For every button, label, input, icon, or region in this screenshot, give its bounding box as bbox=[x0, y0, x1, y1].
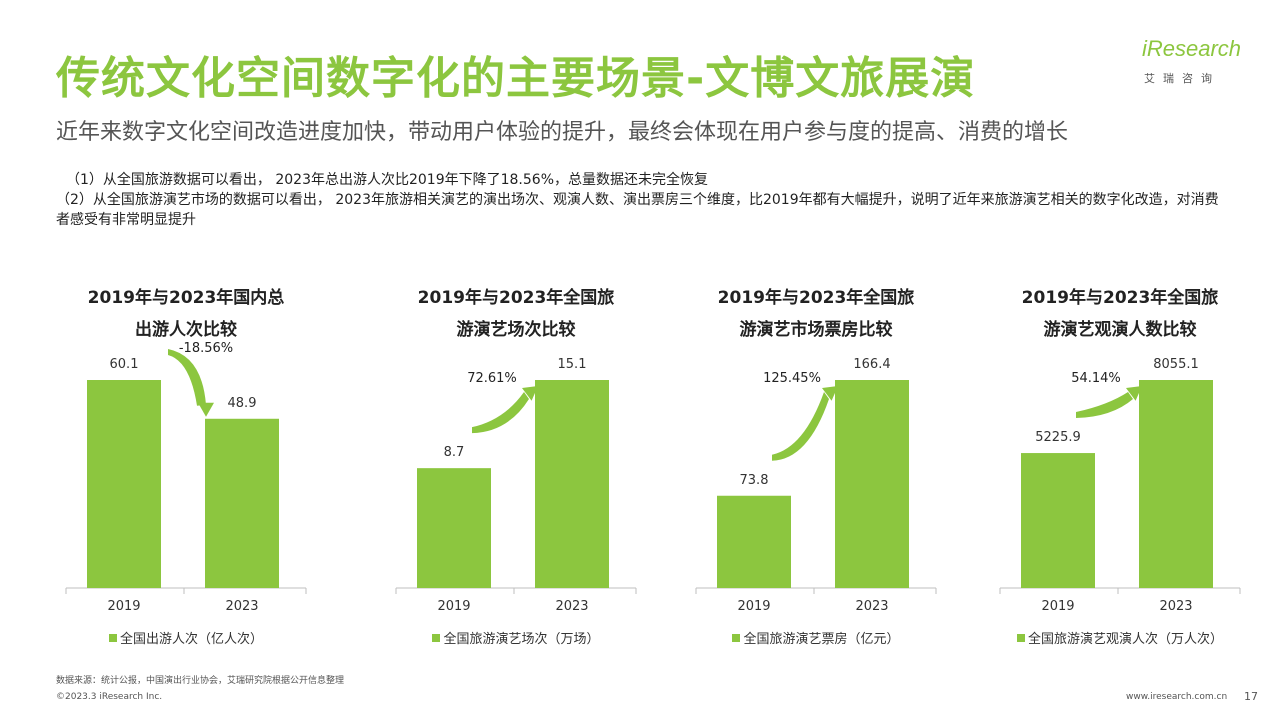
x-tick-label-2019: 2019 bbox=[107, 599, 140, 614]
trend-arrow-shaft bbox=[1076, 392, 1133, 419]
legend-label: 全国旅游演艺票房（亿元） bbox=[743, 632, 900, 647]
x-tick-label-2019: 2019 bbox=[737, 599, 770, 614]
note-1: （1）从全国旅游数据可以看出， 2023年总出游人次比2019年下降了18.56… bbox=[66, 172, 708, 188]
chart-title: 2019年与2023年全国旅 游演艺观演人数比较 bbox=[990, 282, 1250, 346]
chart-title: 2019年与2023年国内总 出游人次比较 bbox=[56, 282, 316, 346]
trend-arrow-head bbox=[822, 386, 838, 401]
chart-legend: 全国旅游演艺观演人次（万人次） bbox=[990, 628, 1250, 647]
legend-label: 全国旅游演艺观演人次（万人次） bbox=[1027, 632, 1223, 647]
data-source-note: 数据来源：统计公报，中国演出行业协会，艾瑞研究院根据公开信息整理 bbox=[56, 676, 345, 686]
trend-arrow-shaft bbox=[772, 392, 829, 461]
chart-title-line-2: 游演艺场次比较 bbox=[456, 320, 576, 340]
chart-title-line-2: 游演艺市场票房比较 bbox=[739, 320, 893, 340]
chart-plot: 73.8 2019 166.4 2023 125.45% bbox=[695, 357, 937, 614]
trend-arrow-head bbox=[522, 386, 538, 401]
page-subtitle: 近年来数字文化空间改造进度加快，带动用户体验的提升，最终会体现在用户参与度的提高… bbox=[56, 120, 1069, 145]
trend-arrow-head bbox=[1126, 386, 1142, 401]
iresearch-logo: iResearch 艾瑞咨询 bbox=[1138, 36, 1250, 86]
x-tick-label-2023: 2023 bbox=[555, 599, 588, 614]
trend-arrow-shaft bbox=[168, 349, 206, 406]
logo-name: iResearch bbox=[1142, 36, 1242, 61]
chart-plot: 5225.9 2019 8055.1 2023 54.14% bbox=[999, 357, 1241, 614]
legend-label: 全国出游人次（亿人次） bbox=[119, 632, 263, 647]
x-tick-label-2019: 2019 bbox=[437, 599, 470, 614]
chart-title-line-2: 游演艺观演人数比较 bbox=[1043, 320, 1197, 340]
bar-2023 bbox=[835, 380, 909, 588]
x-tick-label-2023: 2023 bbox=[225, 599, 258, 614]
x-tick-label-2023: 2023 bbox=[855, 599, 888, 614]
chart-legend: 全国旅游演艺票房（亿元） bbox=[686, 628, 946, 647]
bar-2019 bbox=[417, 468, 491, 588]
data-label-2023: 8055.1 bbox=[1153, 357, 1199, 372]
bar-2019 bbox=[717, 495, 791, 588]
data-label-2019: 8.7 bbox=[444, 445, 465, 460]
data-label-2019: 73.8 bbox=[740, 473, 769, 488]
chart-performance-sessions: 2019年与2023年全国旅 游演艺场次比较 8.7 2019 15.1 2023 72… bbox=[386, 278, 646, 658]
trend-arrow-head bbox=[198, 402, 214, 417]
bar-2023 bbox=[1139, 380, 1213, 588]
data-label-2023: 48.9 bbox=[228, 396, 257, 411]
x-tick-label-2023: 2023 bbox=[1159, 599, 1192, 614]
summary-notes: （1）从全国旅游数据可以看出， 2023年总出游人次比2019年下降了18.56… bbox=[56, 170, 1226, 230]
change-label: 54.14% bbox=[1071, 371, 1121, 386]
chart-tourist-trips: 2019年与2023年国内总 出游人次比较 60.1 2019 48.9 2023 -1… bbox=[56, 278, 316, 658]
legend-label: 全国旅游演艺场次（万场） bbox=[443, 632, 600, 647]
data-label-2023: 166.4 bbox=[853, 357, 890, 372]
note-2: （2）从全国旅游演艺市场的数据可以看出， 2023年旅游相关演艺的演出场次、观演… bbox=[56, 192, 1219, 228]
copyright: ©2023.3 iResearch Inc. bbox=[56, 692, 163, 702]
page-number: 17 bbox=[1244, 690, 1258, 703]
data-label-2019: 5225.9 bbox=[1035, 430, 1081, 445]
bar-2019 bbox=[87, 380, 161, 588]
page-title: 传统文化空间数字化的主要场景-文博文旅展演 bbox=[56, 53, 976, 104]
legend-swatch bbox=[732, 634, 741, 642]
chart-plot: 8.7 2019 15.1 2023 72.61% bbox=[395, 357, 637, 614]
chart-title-line-1: 2019年与2023年全国旅 bbox=[417, 288, 615, 308]
change-label: -18.56% bbox=[179, 341, 233, 356]
data-label-2019: 60.1 bbox=[110, 357, 139, 372]
logo-subtitle: 艾瑞咨询 bbox=[1144, 72, 1220, 85]
bar-2023 bbox=[535, 380, 609, 588]
change-label: 125.45% bbox=[763, 371, 821, 386]
legend-swatch bbox=[108, 634, 117, 642]
data-label-2023: 15.1 bbox=[558, 357, 587, 372]
chart-title: 2019年与2023年全国旅 游演艺场次比较 bbox=[386, 282, 646, 346]
chart-title-line-1: 2019年与2023年全国旅 bbox=[1021, 288, 1219, 308]
change-label: 72.61% bbox=[467, 371, 517, 386]
chart-plot: 60.1 2019 48.9 2023 -18.56% bbox=[65, 341, 307, 614]
chart-title-line-1: 2019年与2023年全国旅 bbox=[717, 288, 915, 308]
chart-title-line-2: 出游人次比较 bbox=[135, 320, 237, 340]
chart-title-line-1: 2019年与2023年国内总 bbox=[87, 288, 285, 308]
legend-swatch bbox=[1016, 634, 1025, 642]
chart-legend: 全国旅游演艺场次（万场） bbox=[386, 628, 646, 647]
chart-audience: 2019年与2023年全国旅 游演艺观演人数比较 5225.9 2019 8055.… bbox=[990, 278, 1250, 658]
trend-arrow-shaft bbox=[472, 392, 529, 434]
bar-2023 bbox=[205, 418, 279, 588]
x-tick-label-2019: 2019 bbox=[1041, 599, 1074, 614]
chart-title: 2019年与2023年全国旅 游演艺市场票房比较 bbox=[686, 282, 946, 346]
chart-legend: 全国出游人次（亿人次） bbox=[56, 628, 316, 647]
legend-swatch bbox=[432, 634, 441, 642]
website-link[interactable]: www.iresearch.com.cn bbox=[1126, 692, 1228, 702]
bar-2019 bbox=[1021, 453, 1095, 588]
chart-box-office: 2019年与2023年全国旅 游演艺市场票房比较 73.8 2019 166.4 20… bbox=[686, 278, 946, 658]
